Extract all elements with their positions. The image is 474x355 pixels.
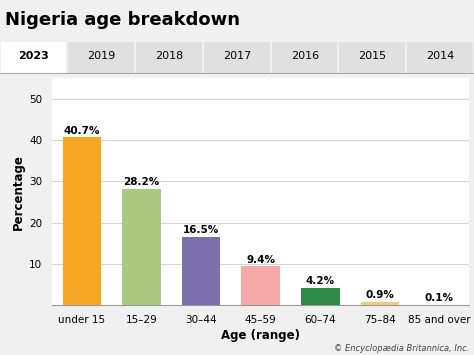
Text: 4.2%: 4.2% bbox=[306, 276, 335, 286]
Bar bbox=[301, 288, 340, 305]
Text: 2019: 2019 bbox=[87, 51, 116, 61]
Text: 9.4%: 9.4% bbox=[246, 255, 275, 265]
Bar bbox=[272, 42, 337, 73]
Text: 40.7%: 40.7% bbox=[64, 126, 100, 136]
X-axis label: Age (range): Age (range) bbox=[221, 329, 300, 342]
Bar bbox=[63, 137, 101, 305]
Y-axis label: Percentage: Percentage bbox=[12, 154, 25, 230]
Text: 0.9%: 0.9% bbox=[365, 290, 394, 300]
Bar bbox=[68, 42, 134, 73]
Text: 0.1%: 0.1% bbox=[425, 293, 454, 303]
Text: 2015: 2015 bbox=[358, 51, 386, 61]
Bar bbox=[136, 42, 202, 73]
Bar bbox=[339, 42, 405, 73]
Bar bbox=[182, 237, 220, 305]
Bar bbox=[0, 42, 66, 73]
Text: 2023: 2023 bbox=[18, 51, 49, 61]
Bar bbox=[407, 42, 473, 73]
Bar bbox=[241, 267, 280, 305]
Bar bbox=[361, 302, 399, 305]
Text: 2016: 2016 bbox=[291, 51, 319, 61]
Text: 16.5%: 16.5% bbox=[183, 225, 219, 235]
Text: 2017: 2017 bbox=[223, 51, 251, 61]
Text: 28.2%: 28.2% bbox=[123, 177, 160, 187]
Text: 2018: 2018 bbox=[155, 51, 183, 61]
Text: © Encyclopædia Britannica, Inc.: © Encyclopædia Britannica, Inc. bbox=[334, 344, 469, 353]
Bar bbox=[122, 189, 161, 305]
Text: 2014: 2014 bbox=[426, 51, 454, 61]
Bar bbox=[204, 42, 270, 73]
Text: Nigeria age breakdown: Nigeria age breakdown bbox=[5, 11, 240, 29]
